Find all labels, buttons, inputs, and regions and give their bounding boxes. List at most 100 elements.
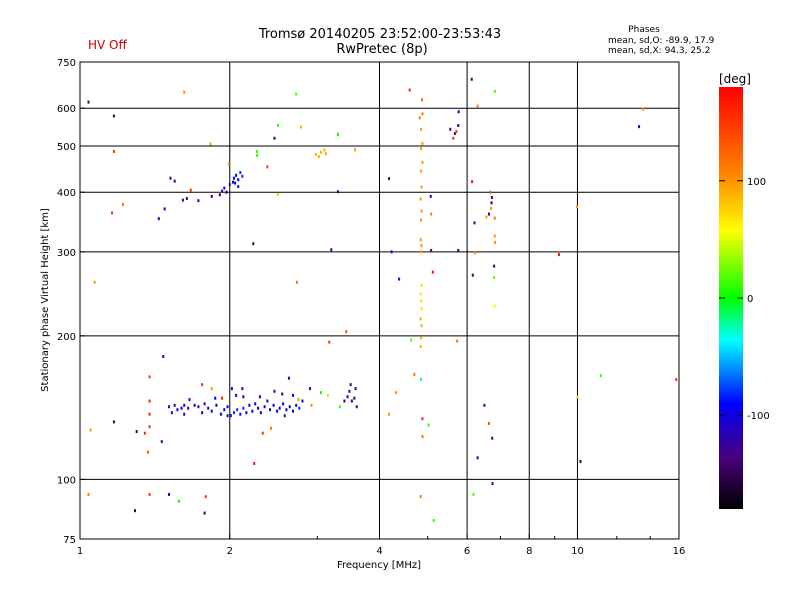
data-point [421,98,424,102]
data-point [491,482,494,486]
data-point [420,250,423,254]
data-point [157,217,160,221]
data-point [168,492,171,496]
data-point [273,136,276,140]
data-point [89,428,92,432]
data-point [226,405,229,409]
data-point [419,344,422,348]
data-point [183,90,186,94]
data-point [489,206,492,210]
stats-line-o: mean, sd,O: -89.9, 17.9 [608,36,715,46]
data-point [350,399,353,403]
data-point [203,402,206,406]
data-point [148,425,151,429]
data-point [183,412,186,416]
data-point [353,396,356,400]
data-point [226,414,229,418]
x-tick-label: 2 [227,546,233,557]
data-point [420,169,423,173]
data-point [221,189,224,193]
data-point [259,411,262,415]
data-point [420,218,423,222]
data-point [421,160,424,164]
data-point [452,136,455,140]
data-point [282,402,285,406]
data-point [269,408,272,412]
data-point [111,211,114,215]
data-point [201,411,204,415]
data-point [135,430,138,434]
data-point [494,240,497,244]
data-point [487,421,490,425]
stats-heading: Phases [628,25,660,35]
data-point [93,280,96,284]
data-point [237,178,240,182]
data-point [185,197,188,201]
x-axis-label: Frequency [MHz] [337,560,421,571]
y-tick-label: 200 [57,332,76,343]
data-point [143,431,146,435]
data-point [298,406,301,410]
data-point [148,399,151,403]
data-point [455,130,458,134]
data-point [473,221,476,225]
data-point [251,409,254,413]
data-point [471,273,474,277]
data-point [330,248,333,252]
data-point [297,398,300,402]
data-point [317,155,320,159]
data-point [419,495,422,499]
data-point [112,114,115,118]
data-point [201,383,204,387]
data-point [210,194,213,198]
data-point [419,238,422,242]
data-point [173,403,176,407]
y-tick-label: 500 [57,142,76,153]
data-point [187,406,190,410]
data-point [348,389,351,393]
data-point [236,408,239,412]
data-point [471,180,474,184]
colorbar-tick-label: -100 [747,411,770,422]
data-point [419,197,422,201]
data-point [493,216,496,220]
data-point [299,125,302,129]
data-point [493,276,496,280]
data-point [283,414,286,418]
data-point [493,89,496,93]
data-point [193,403,196,407]
data-point [309,387,312,391]
data-point [487,212,490,216]
data-point [263,405,266,409]
data-point [183,403,186,407]
data-point [235,173,238,177]
data-point [576,205,579,209]
data-point [314,152,317,156]
data-point [419,317,422,321]
data-point [134,509,137,513]
data-point [420,336,423,340]
data-point [269,426,272,430]
data-point [181,198,184,202]
data-point [420,244,423,248]
data-point [470,77,473,81]
stats-line-x: mean, sd,X: 94.3, 25.2 [608,46,710,56]
data-point [395,391,398,395]
data-point [189,188,192,192]
data-point [281,392,284,396]
data-point [310,403,313,407]
data-point [252,242,255,246]
data-point [209,142,212,146]
data-point [257,406,260,410]
data-point [355,405,358,409]
data-point [148,492,151,496]
colorbar-tick-label: 100 [747,177,766,188]
data-point [432,519,435,523]
data-point [557,253,560,257]
x-tick-label: 8 [526,546,532,557]
data-point [227,162,230,166]
data-point [170,411,173,415]
data-point [285,408,288,412]
data-point [148,375,151,379]
